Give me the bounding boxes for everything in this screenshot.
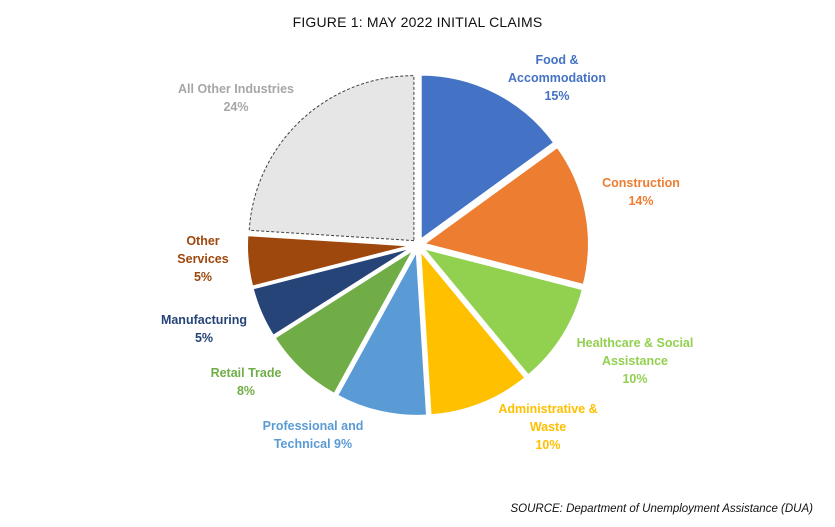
- slice-label-line: 15%: [544, 89, 570, 103]
- slice-label-administrative-waste: Administrative & Waste 10%: [498, 400, 597, 454]
- slice-label-line: 10%: [622, 372, 648, 386]
- slice-label-line: 24%: [223, 100, 249, 114]
- source-note: SOURCE: Department of Unemployment Assis…: [510, 503, 813, 515]
- slice-label-line: Accommodation: [508, 71, 606, 85]
- slice-label-line: Administrative &: [498, 402, 598, 416]
- chart-title: FIGURE 1: MAY 2022 INITIAL CLAIMS: [292, 14, 543, 30]
- slice-label-food-accommodation: Food & Accommodation 15%: [508, 51, 606, 105]
- slice-label-line: 14%: [628, 194, 654, 208]
- slice-label-line: Technical 9%: [273, 437, 353, 451]
- slice-label-professional-and-technical: Professional and Technical 9%: [263, 417, 364, 453]
- pie-slice-other-services: [246, 234, 413, 288]
- slice-label-line: Retail Trade: [210, 366, 282, 380]
- pie-slice-professional-and-technical: [335, 247, 429, 417]
- slice-label-line: Waste: [529, 420, 567, 434]
- pie-slice-food-accommodation: [419, 73, 556, 242]
- slice-label-line: All Other Industries: [178, 82, 294, 96]
- slice-label-line: Services: [177, 252, 229, 266]
- pie-slice-construction: [421, 145, 590, 287]
- slice-label-line: Healthcare & Social: [576, 336, 694, 350]
- slice-label-line: 10%: [535, 438, 561, 452]
- slice-label-construction: Construction 14%: [602, 174, 680, 210]
- pie-slice-all-other-industries: [248, 75, 415, 242]
- slice-label-line: 5%: [194, 331, 214, 345]
- slice-label-line: Professional and: [262, 419, 364, 433]
- slice-label-line: Other: [186, 234, 220, 248]
- slice-label-retail-trade: Retail Trade 8%: [211, 364, 282, 400]
- slice-label-line: Food &: [535, 53, 579, 67]
- pie-slice-administrative-waste: [419, 247, 527, 417]
- pie-slice-manufacturing: [251, 246, 414, 338]
- slice-label-line: Manufacturing: [160, 313, 248, 327]
- slice-label-other-services: Other Services 5%: [177, 232, 228, 286]
- slice-label-manufacturing: Manufacturing 5%: [161, 311, 247, 347]
- slice-label-line: 8%: [236, 384, 256, 398]
- slice-label-all-other-industries: All Other Industries 24%: [178, 80, 294, 116]
- pie-slice-retail-trade: [273, 248, 415, 396]
- slice-label-line: Assistance: [601, 354, 668, 368]
- slice-label-line: Construction: [602, 176, 680, 190]
- slice-label-line: 5%: [193, 270, 213, 284]
- slice-label-healthcare-social-assistance: Healthcare & Social Assistance 10%: [577, 334, 694, 388]
- pie-slice-healthcare-social-assistance: [420, 246, 585, 377]
